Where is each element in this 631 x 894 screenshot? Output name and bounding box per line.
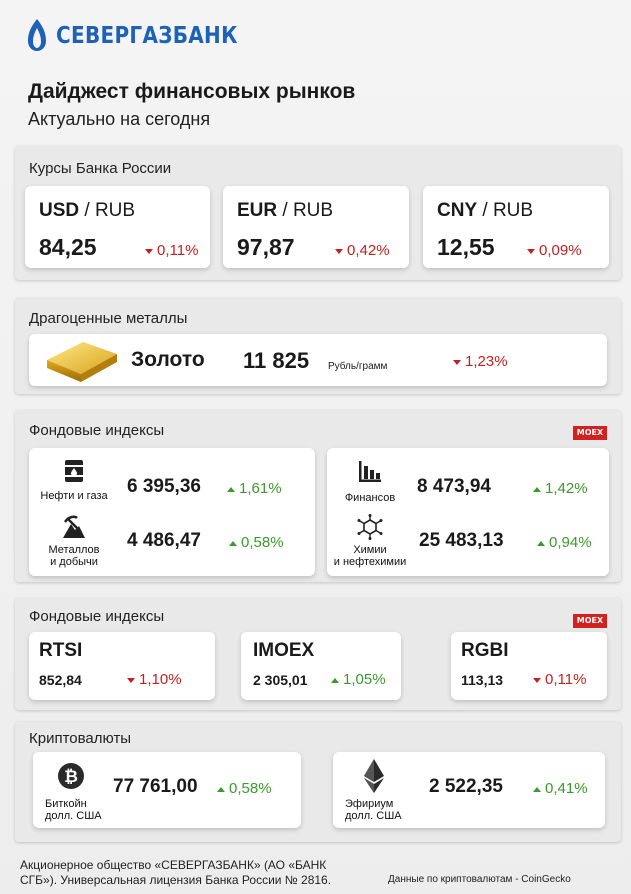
rate-card-eur: EUR / RUB 97,87 0,42% bbox=[223, 186, 409, 268]
sector-change: 0,94% bbox=[537, 534, 592, 551]
svg-text:₿: ₿ bbox=[64, 767, 78, 787]
sector-value: 25 483,13 bbox=[419, 530, 504, 551]
main-indices-label: Фондовые индексы bbox=[29, 608, 165, 625]
moex-badge: MOEX bbox=[573, 426, 607, 440]
rates-panel: Курсы Банка России USD / RUB 84,25 0,11%… bbox=[15, 146, 621, 280]
sector-indices-label: Фондовые индексы bbox=[29, 422, 165, 439]
index-change: 1,05% bbox=[331, 671, 386, 688]
main-indices-panel: Фондовые индексы MOEX RTSI 852,84 1,10% … bbox=[15, 598, 621, 710]
crypto-panel: Криптовалюты ₿ Биткойн долл. США 77 761,0… bbox=[15, 722, 621, 842]
sector-label: Металлов и добычи bbox=[48, 544, 100, 568]
rate-value: 97,87 bbox=[237, 234, 295, 260]
molecule-icon bbox=[357, 514, 383, 540]
gold-card: Золото 11 825 Рубль/грамм 1,23% bbox=[29, 334, 607, 386]
sector-card-right: Финансов 8 473,94 1,42% Химии и нефтехими… bbox=[327, 448, 609, 576]
rates-label: Курсы Банка России bbox=[29, 160, 172, 177]
rate-change: 0,11% bbox=[145, 242, 198, 259]
sector-label: Нефти и газа bbox=[40, 490, 108, 502]
sector-value: 8 473,94 bbox=[417, 476, 491, 497]
sector-value: 6 395,36 bbox=[127, 476, 201, 497]
index-card-rtsi: RTSI 852,84 1,10% bbox=[29, 632, 215, 700]
mining-icon bbox=[63, 515, 85, 538]
metals-label: Драгоценные металлы bbox=[29, 310, 188, 327]
sector-indices-panel: Фондовые индексы MOEX Нефти и газа 6 395… bbox=[15, 410, 621, 582]
page-title: Дайджест финансовых рынков bbox=[28, 80, 356, 103]
rate-card-cny: CNY / RUB 12,55 0,09% bbox=[423, 186, 609, 268]
index-name: RTSI bbox=[39, 640, 83, 661]
oil-barrel-icon bbox=[65, 460, 83, 482]
bar-chart-icon bbox=[359, 461, 381, 482]
sector-change: 1,61% bbox=[227, 480, 282, 497]
bitcoin-icon: ₿ bbox=[58, 763, 84, 789]
rate-value: 84,25 bbox=[39, 234, 97, 260]
index-change: 1,10% bbox=[127, 671, 182, 688]
index-value: 113,13 bbox=[461, 672, 504, 688]
crypto-label: Криптовалюты bbox=[29, 730, 132, 747]
crypto-value: 2 522,35 bbox=[429, 776, 503, 797]
brand-name: СЕВЕРГАЗБАНК bbox=[56, 21, 238, 49]
metals-panel: Драгоценные металлы Золото 11 825 Рубль/… bbox=[15, 298, 621, 394]
currency-pair: CNY / RUB bbox=[437, 200, 534, 221]
crypto-card-bitcoin: ₿ Биткойн долл. США 77 761,00 0,58% bbox=[33, 752, 301, 828]
currency-pair: EUR / RUB bbox=[237, 200, 334, 221]
moex-badge: MOEX bbox=[573, 614, 607, 628]
sector-change: 0,58% bbox=[229, 534, 284, 551]
crypto-value: 77 761,00 bbox=[113, 776, 198, 797]
index-value: 852,84 bbox=[39, 672, 82, 688]
page-subtitle: Актуально на сегодня bbox=[28, 109, 211, 129]
sector-value: 4 486,47 bbox=[127, 530, 201, 551]
index-card-imoex: IMOEX 2 305,01 1,05% bbox=[241, 632, 401, 700]
index-name: IMOEX bbox=[253, 640, 315, 661]
metal-name: Золото bbox=[131, 348, 205, 371]
index-change: 0,11% bbox=[533, 671, 586, 688]
flame-icon bbox=[28, 19, 46, 51]
rate-card-usd: USD / RUB 84,25 0,11% bbox=[25, 186, 210, 268]
crypto-card-ethereum: Эфириум долл. США 2 522,35 0,41% bbox=[333, 752, 605, 828]
index-value: 2 305,01 bbox=[253, 672, 308, 688]
crypto-source-note: Данные по криптовалютам - CoinGecko bbox=[388, 874, 571, 885]
crypto-label-text: Биткойн долл. США bbox=[45, 798, 102, 822]
crypto-label-text: Эфириум долл. США bbox=[345, 798, 402, 822]
index-card-rgbi: RGBI 113,13 0,11% bbox=[451, 632, 607, 700]
crypto-change: 0,58% bbox=[217, 780, 272, 797]
sector-card-left: Нефти и газа 6 395,36 1,61% Металлов и до… bbox=[29, 448, 315, 576]
metal-change: 1,23% bbox=[453, 353, 508, 370]
index-name: RGBI bbox=[461, 640, 509, 661]
sector-label: Химии и нефтехимии bbox=[333, 544, 407, 568]
brand-logo: СЕВЕРГАЗБАНК bbox=[26, 18, 238, 52]
rate-change: 0,42% bbox=[335, 242, 390, 259]
rate-change: 0,09% bbox=[527, 242, 582, 259]
license-note: Акционерное общество «СЕВЕРГАЗБАНК» (АО … bbox=[20, 858, 332, 887]
metal-value: 11 825 bbox=[243, 348, 310, 373]
currency-pair: USD / RUB bbox=[39, 200, 136, 221]
sector-change: 1,42% bbox=[533, 480, 588, 497]
gold-bar-icon bbox=[47, 342, 117, 382]
ethereum-icon bbox=[364, 759, 384, 793]
crypto-change: 0,41% bbox=[533, 780, 588, 797]
rate-value: 12,55 bbox=[437, 234, 495, 260]
metal-unit: Рубль/грамм bbox=[328, 361, 388, 372]
sector-label: Финансов bbox=[344, 492, 396, 504]
